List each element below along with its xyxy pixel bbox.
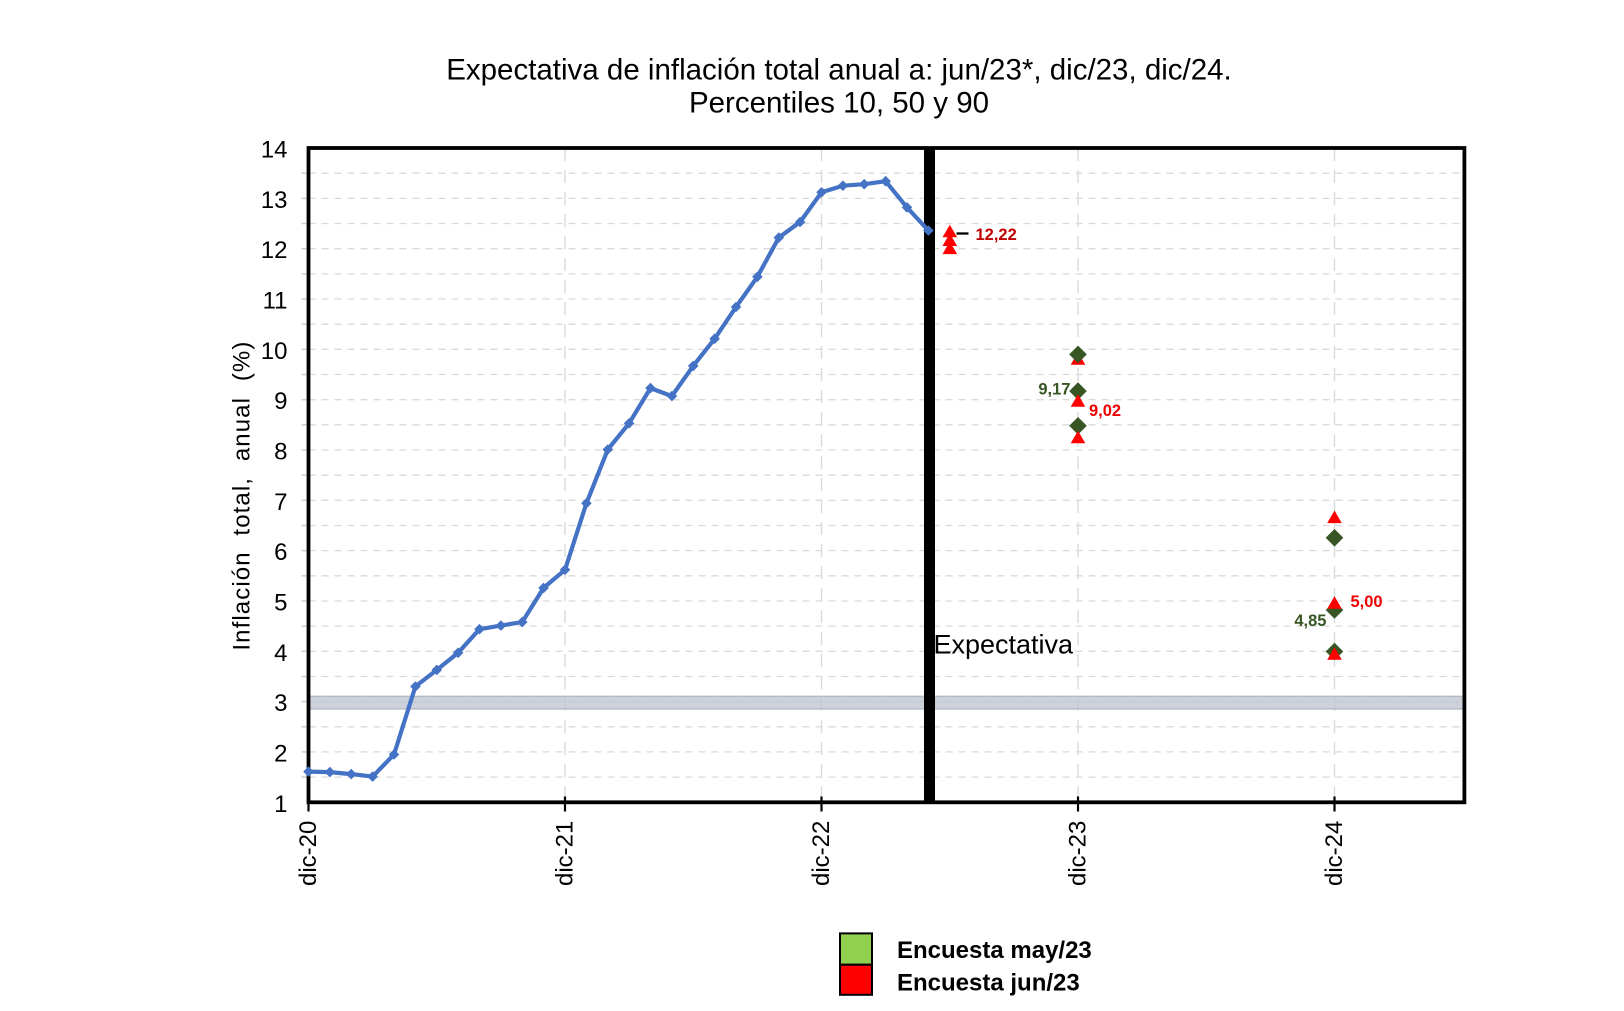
svg-text:4,85: 4,85 xyxy=(1294,612,1326,630)
svg-text:5: 5 xyxy=(274,590,287,617)
svg-text:4: 4 xyxy=(274,640,287,667)
svg-text:Expectativa: Expectativa xyxy=(934,630,1075,660)
svg-text:5,00: 5,00 xyxy=(1351,593,1383,611)
svg-text:Inflación total, anual (%): Inflación total, anual (%) xyxy=(229,341,256,651)
svg-text:10: 10 xyxy=(261,338,288,365)
svg-text:Encuesta may/23: Encuesta may/23 xyxy=(897,937,1092,964)
svg-text:dic-24: dic-24 xyxy=(1321,821,1348,886)
svg-text:3: 3 xyxy=(274,690,287,717)
svg-text:dic-23: dic-23 xyxy=(1065,821,1092,886)
svg-text:9: 9 xyxy=(274,388,287,415)
svg-text:7: 7 xyxy=(274,489,287,516)
svg-text:2: 2 xyxy=(274,741,287,768)
svg-text:6: 6 xyxy=(274,539,287,566)
svg-text:Percentiles 10, 50 y 90: Percentiles 10, 50 y 90 xyxy=(689,87,989,120)
svg-text:13: 13 xyxy=(261,187,288,214)
svg-text:8: 8 xyxy=(274,439,287,466)
svg-text:Expectativa de inflación total: Expectativa de inflación total anual a: … xyxy=(446,54,1232,87)
svg-text:dic-22: dic-22 xyxy=(808,821,835,886)
svg-text:12,22: 12,22 xyxy=(976,226,1017,244)
svg-text:9,17: 9,17 xyxy=(1038,381,1070,399)
svg-text:11: 11 xyxy=(263,288,288,315)
svg-text:1: 1 xyxy=(274,791,287,818)
svg-text:dic-20: dic-20 xyxy=(295,821,322,886)
svg-text:9,02: 9,02 xyxy=(1089,402,1121,420)
svg-text:Encuesta jun/23: Encuesta jun/23 xyxy=(897,970,1080,997)
svg-text:dic-21: dic-21 xyxy=(552,821,579,886)
svg-text:12: 12 xyxy=(261,237,288,264)
svg-text:14: 14 xyxy=(261,137,288,164)
